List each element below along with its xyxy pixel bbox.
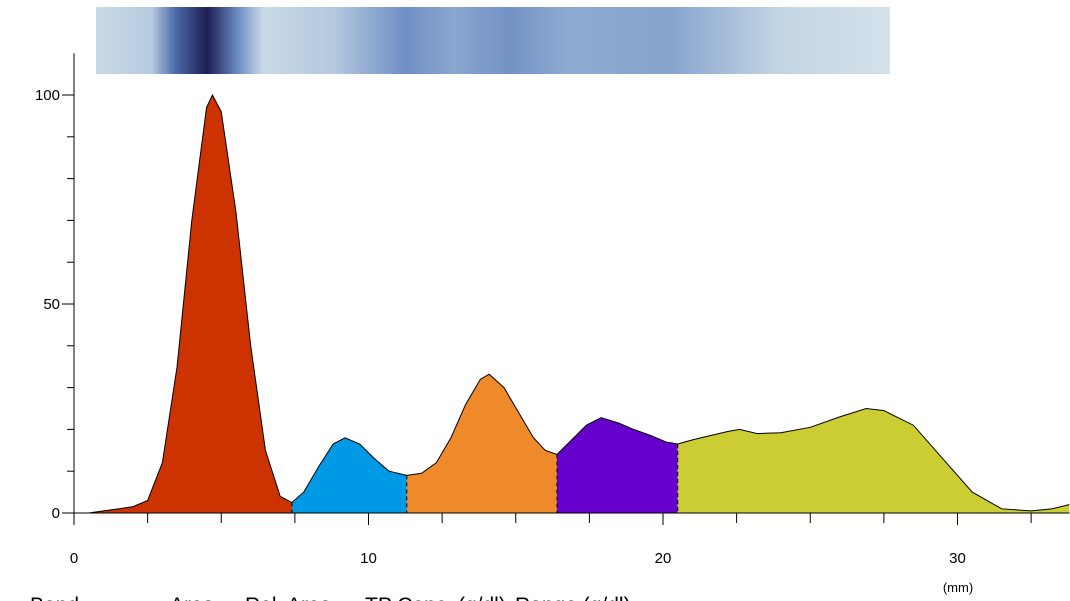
curve-outline [556, 417, 678, 455]
y-tick-label: 0 [52, 505, 60, 522]
x-axis-label: (mm) [943, 580, 973, 595]
curve-outline [291, 437, 407, 503]
table-column-header: Band [30, 594, 79, 601]
fraction-area [291, 437, 407, 513]
gel-strip [96, 7, 890, 74]
y-tick-label: 100 [35, 87, 60, 104]
y-tick-label: 50 [43, 296, 60, 313]
table-column-header: Range (g/dl) [515, 594, 631, 601]
fraction-area [556, 417, 678, 513]
table-column-header: TP Conc. (g/dl) [365, 594, 506, 601]
curve-outline [406, 373, 558, 476]
x-tick-label: 20 [655, 550, 672, 567]
fraction-area [406, 374, 557, 513]
fraction-area [677, 408, 1070, 513]
fraction-area [88, 95, 292, 513]
x-tick-label: 10 [360, 550, 377, 567]
table-column-header: Rel. Area [245, 594, 332, 601]
table-column-header: Area [170, 594, 215, 601]
x-tick-label: 30 [949, 550, 966, 567]
curve-outline [88, 93, 293, 514]
x-tick-label: 0 [70, 550, 78, 567]
curve-outline [677, 407, 1070, 512]
